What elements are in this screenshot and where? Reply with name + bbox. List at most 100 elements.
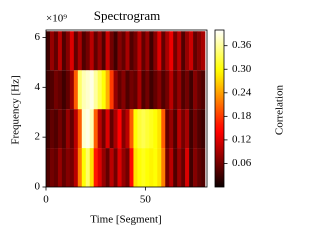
- heatmap-cell: [81, 148, 87, 187]
- heatmap-cell: [129, 109, 134, 149]
- heatmap-cell: [101, 31, 106, 71]
- heatmap-cell: [197, 109, 202, 149]
- colorbar: [214, 29, 225, 188]
- heatmap-cell: [105, 70, 110, 110]
- x-tick-label: 50: [140, 194, 152, 206]
- heatmap-cell: [117, 31, 122, 71]
- heatmap-cell: [89, 31, 95, 71]
- heatmap-cell: [125, 148, 130, 187]
- heatmap-cell: [65, 31, 71, 71]
- heatmap-cell: [161, 31, 166, 71]
- heatmap-cell: [145, 70, 150, 110]
- heatmap-cell: [109, 109, 114, 149]
- heatmap-cell: [105, 109, 110, 149]
- heatmap-cell: [53, 148, 59, 187]
- heatmap-cell: [69, 31, 75, 71]
- heatmap-cell: [73, 109, 79, 149]
- heatmap-cell: [169, 109, 174, 149]
- heatmap-cell: [89, 70, 95, 110]
- heatmap-cell: [93, 31, 98, 71]
- heatmap-cell: [197, 70, 202, 110]
- heatmap-cell: [57, 109, 63, 149]
- heatmap-cell: [121, 109, 126, 149]
- heatmap-cell: [85, 31, 91, 71]
- heatmap-cell: [193, 70, 198, 110]
- chart: Spectrogram ×10⁹ Time [Segment] Frequenc…: [10, 8, 286, 226]
- heatmap-cell: [133, 148, 138, 187]
- colorbar-label: Correlation: [274, 84, 286, 135]
- heatmap-cell: [197, 148, 202, 187]
- heatmap-cell: [177, 70, 182, 110]
- heatmap-cell: [69, 109, 75, 149]
- heatmap-cell: [46, 70, 51, 110]
- heatmap-cell: [77, 148, 83, 187]
- heatmap-cell: [81, 70, 87, 110]
- heatmap-cell: [169, 148, 174, 187]
- heatmap-cell: [121, 70, 126, 110]
- heatmap-cell: [185, 148, 190, 187]
- heatmap-cell: [161, 109, 166, 149]
- heatmap-cell: [57, 31, 63, 71]
- heatmap-cell: [141, 148, 146, 187]
- heatmap-cell: [189, 148, 194, 187]
- heatmap-cell: [77, 31, 83, 71]
- heatmap-cell: [173, 148, 178, 187]
- heatmap-cell: [97, 109, 102, 149]
- heatmap-cell: [197, 31, 202, 71]
- heatmap-cell: [73, 31, 79, 71]
- heatmap-cell: [97, 148, 102, 187]
- heatmap-cell: [189, 109, 194, 149]
- heatmap-cell: [177, 109, 182, 149]
- heatmap-cell: [93, 70, 98, 110]
- heatmap-cell: [133, 109, 138, 149]
- heatmap-cell: [109, 70, 114, 110]
- heatmap-cell: [189, 70, 194, 110]
- heatmap-cell: [165, 31, 170, 71]
- heatmap-cell: [97, 31, 102, 71]
- heatmap-cell: [141, 31, 146, 71]
- heatmap-cell: [105, 31, 110, 71]
- y-tick-label: 6: [35, 31, 41, 43]
- heatmap-cell: [46, 31, 51, 71]
- heatmap-cell: [165, 148, 170, 187]
- heatmap-cell: [61, 148, 67, 187]
- heatmap-cell: [201, 109, 206, 149]
- heatmap-cell: [117, 70, 122, 110]
- colorbar-tick-label: 0.12: [232, 133, 251, 145]
- heatmap-cell: [181, 109, 186, 149]
- heatmap-cell: [121, 31, 126, 71]
- heatmap-cell: [165, 109, 170, 149]
- heatmap-cell: [57, 148, 63, 187]
- plot-frame: [45, 29, 208, 188]
- heatmap-cell: [133, 31, 138, 71]
- heatmap-cell: [157, 148, 162, 187]
- heatmap-cell: [113, 31, 118, 71]
- x-tick-label: 0: [43, 194, 49, 206]
- colorbar-tick-label: 0.06: [232, 157, 252, 169]
- colorbar-tick-label: 0.24: [232, 86, 252, 98]
- heatmap-cell: [113, 109, 118, 149]
- x-axis-label: Time [Segment]: [90, 214, 161, 226]
- heatmap-cell: [101, 70, 106, 110]
- heatmap-cell: [201, 31, 206, 71]
- heatmap-cell: [61, 70, 67, 110]
- heatmap-cell: [85, 148, 91, 187]
- heatmap-cell: [153, 148, 158, 187]
- heatmap-cell: [169, 31, 174, 71]
- heatmap-cell: [109, 148, 114, 187]
- heatmap-cell: [137, 109, 142, 149]
- heatmap-cell: [149, 109, 154, 149]
- heatmap-cell: [125, 70, 130, 110]
- heatmap-cell: [125, 31, 130, 71]
- heatmap-cell: [85, 70, 91, 110]
- heatmap-cell: [193, 31, 198, 71]
- heatmap-cell: [129, 31, 134, 71]
- heatmap-cell: [185, 31, 190, 71]
- heatmap-cell: [73, 70, 79, 110]
- heatmap-cell: [105, 148, 110, 187]
- heatmap-cell: [101, 148, 106, 187]
- heatmap-cell: [97, 70, 102, 110]
- heatmap-cell: [149, 148, 154, 187]
- heatmap-cell: [73, 148, 79, 187]
- heatmap-cell: [137, 148, 142, 187]
